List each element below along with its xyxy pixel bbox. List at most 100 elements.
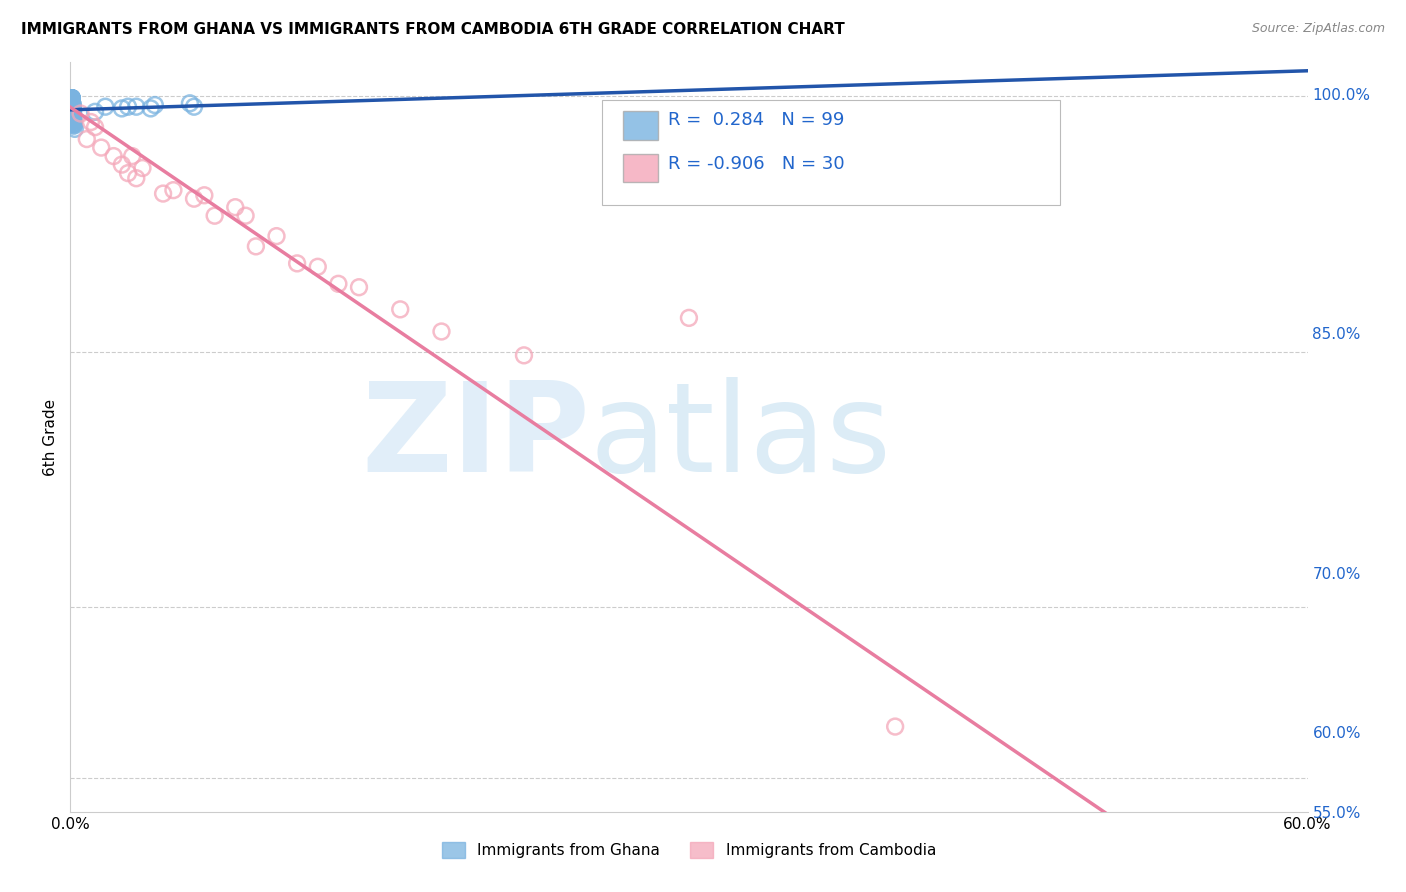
Text: atlas: atlas — [591, 376, 891, 498]
Point — [60, 98, 83, 112]
Point — [62, 103, 84, 117]
Point — [60, 106, 83, 120]
Point — [60, 96, 83, 111]
Point — [90, 140, 112, 154]
Point — [60, 102, 83, 116]
Point — [152, 186, 174, 201]
Point — [60, 100, 83, 114]
Point — [62, 110, 84, 124]
Point — [103, 149, 125, 163]
Point — [60, 98, 83, 112]
Point — [60, 100, 83, 114]
Point — [60, 91, 83, 105]
Point — [266, 229, 288, 244]
Point — [60, 96, 83, 111]
Point — [62, 106, 84, 120]
Point — [285, 256, 308, 270]
Point — [62, 103, 84, 117]
Point — [204, 209, 226, 223]
Point — [60, 100, 83, 114]
Point — [62, 104, 84, 119]
Point — [62, 112, 84, 126]
Point — [60, 104, 83, 119]
Point — [60, 96, 83, 111]
Point — [62, 113, 84, 128]
Point — [62, 113, 84, 128]
Point — [307, 260, 329, 274]
Point — [678, 310, 700, 325]
Point — [513, 348, 536, 362]
Point — [60, 100, 83, 114]
Point — [80, 115, 103, 129]
Point — [60, 104, 83, 119]
Point — [60, 96, 83, 111]
Point — [60, 106, 83, 120]
Point — [62, 108, 84, 122]
Point — [62, 110, 84, 124]
Point — [62, 108, 84, 122]
FancyBboxPatch shape — [623, 112, 658, 140]
Point — [60, 95, 83, 109]
Point — [60, 96, 83, 111]
Point — [62, 117, 84, 131]
Point — [94, 100, 117, 114]
Point — [62, 119, 84, 133]
Point — [60, 93, 83, 107]
Point — [60, 93, 83, 107]
Point — [131, 161, 153, 175]
Point — [60, 98, 83, 112]
Point — [63, 121, 86, 136]
Point — [60, 103, 83, 117]
Point — [60, 91, 83, 105]
Point — [62, 110, 84, 124]
Point — [60, 98, 83, 112]
Point — [60, 100, 83, 114]
Point — [62, 110, 84, 124]
Point — [430, 325, 453, 339]
Legend: Immigrants from Ghana, Immigrants from Cambodia: Immigrants from Ghana, Immigrants from C… — [436, 836, 942, 864]
Point — [60, 93, 83, 107]
Point — [62, 108, 84, 122]
Point — [62, 108, 84, 122]
Point — [117, 166, 139, 180]
Point — [62, 104, 84, 119]
Point — [60, 95, 83, 109]
Point — [117, 100, 139, 114]
Point — [60, 102, 83, 116]
Point — [143, 98, 166, 112]
Text: IMMIGRANTS FROM GHANA VS IMMIGRANTS FROM CAMBODIA 6TH GRADE CORRELATION CHART: IMMIGRANTS FROM GHANA VS IMMIGRANTS FROM… — [21, 22, 845, 37]
Point — [60, 93, 83, 107]
Point — [183, 100, 205, 114]
Point — [69, 106, 91, 120]
Point — [62, 100, 84, 114]
Point — [62, 103, 84, 117]
Point — [60, 91, 83, 105]
Point — [60, 103, 83, 117]
Text: R = -0.906   N = 30: R = -0.906 N = 30 — [668, 154, 845, 172]
Point — [60, 93, 83, 107]
Point — [245, 239, 267, 253]
Point — [179, 96, 201, 111]
Point — [62, 108, 84, 122]
Point — [60, 106, 83, 120]
FancyBboxPatch shape — [623, 153, 658, 182]
Point — [84, 104, 107, 119]
Point — [60, 93, 83, 107]
Point — [121, 149, 143, 163]
Point — [389, 302, 412, 317]
Point — [60, 96, 83, 111]
Point — [62, 104, 84, 119]
Point — [139, 102, 162, 116]
Point — [111, 102, 134, 116]
Point — [62, 113, 84, 128]
Point — [84, 120, 107, 135]
Point — [125, 100, 148, 114]
Point — [183, 192, 205, 206]
Point — [63, 119, 86, 133]
Point — [62, 113, 84, 128]
Point — [62, 104, 84, 119]
FancyBboxPatch shape — [602, 100, 1060, 205]
Text: R =  0.284   N = 99: R = 0.284 N = 99 — [668, 112, 844, 129]
Point — [60, 93, 83, 107]
Point — [60, 98, 83, 112]
